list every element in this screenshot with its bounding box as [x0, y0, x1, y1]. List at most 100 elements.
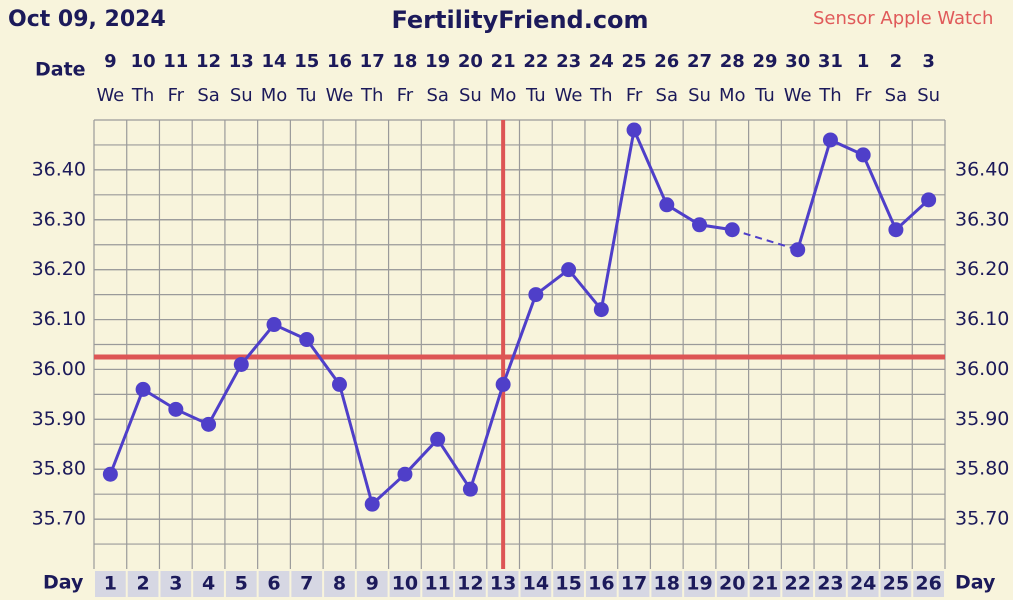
- weekday-label: Fr: [855, 85, 872, 106]
- day-cell: [651, 571, 683, 597]
- date-label: 3: [922, 51, 935, 72]
- day-label: 16: [588, 573, 614, 595]
- temperature-point: [822, 132, 838, 148]
- temperature-point: [692, 217, 708, 233]
- y-tick-label-right: 36.30: [955, 208, 1009, 230]
- day-label: 17: [621, 573, 647, 595]
- y-tick-label: 35.80: [32, 458, 86, 480]
- y-tick-label: 36.00: [32, 358, 86, 380]
- day-label: 11: [424, 573, 450, 595]
- date-label: 22: [523, 51, 548, 72]
- day-label: 7: [300, 573, 313, 595]
- day-cell: [815, 571, 846, 597]
- day-label: 26: [915, 573, 941, 595]
- weekday-label: Mo: [719, 85, 746, 106]
- temperature-point: [593, 302, 609, 318]
- day-cell: [913, 571, 944, 597]
- weekday-label: Tu: [296, 85, 317, 106]
- weekday-label: Su: [917, 85, 940, 106]
- day-label: 3: [169, 573, 182, 595]
- weekday-label: Mo: [490, 85, 517, 106]
- date-label: 10: [131, 51, 156, 72]
- date-label: 9: [104, 51, 117, 72]
- date-label: 20: [458, 51, 483, 72]
- day-label: 5: [235, 573, 248, 595]
- y-tick-label-right: 35.80: [955, 458, 1009, 480]
- weekday-label: Tu: [525, 85, 546, 106]
- temperature-point: [331, 376, 347, 392]
- temperature-point: [528, 287, 544, 303]
- day-cell: [880, 571, 912, 597]
- temperature-point: [397, 466, 413, 482]
- weekday-label: Th: [131, 85, 154, 106]
- day-label: 4: [202, 573, 215, 595]
- day-cell: [684, 571, 715, 597]
- source-label: Sensor Apple Watch: [813, 8, 993, 29]
- temperature-point: [462, 481, 478, 497]
- date-row-label: Date: [35, 59, 86, 81]
- day-label: 20: [719, 573, 745, 595]
- day-row-label: Day: [955, 572, 996, 594]
- temperature-point: [790, 242, 806, 258]
- day-cell: [258, 571, 290, 597]
- day-label: 10: [392, 573, 418, 595]
- day-label: 14: [523, 573, 549, 595]
- weekday-label: Su: [230, 85, 253, 106]
- day-label: 1: [104, 573, 117, 595]
- date-label: 15: [294, 51, 319, 72]
- day-label: 21: [752, 573, 778, 595]
- day-label: 13: [490, 573, 516, 595]
- y-tick-label-right: 35.90: [955, 408, 1009, 430]
- date-label: 11: [163, 51, 188, 72]
- weekday-label: Su: [688, 85, 711, 106]
- date-label: 12: [196, 51, 221, 72]
- day-label: 23: [817, 573, 843, 595]
- y-tick-label-right: 36.10: [955, 308, 1009, 330]
- day-cell: [487, 571, 519, 597]
- weekday-label: Sa: [426, 85, 448, 106]
- day-label: 24: [850, 573, 876, 595]
- day-cell: [455, 571, 486, 597]
- day-label: 19: [686, 573, 712, 595]
- y-tick-label-right: 36.40: [955, 158, 1009, 180]
- day-label: 8: [333, 573, 346, 595]
- day-cell: [95, 571, 126, 597]
- day-cell: [193, 571, 224, 597]
- temperature-point: [430, 431, 446, 447]
- date-label: 27: [687, 51, 712, 72]
- date-label: 29: [752, 51, 777, 72]
- weekday-label: Fr: [168, 85, 185, 106]
- site-title: FertilityFriend.com: [391, 6, 648, 34]
- date-label: 19: [425, 51, 450, 72]
- date-label: 17: [360, 51, 385, 72]
- date-label: 14: [261, 51, 286, 72]
- weekday-label: Th: [589, 85, 612, 106]
- temperature-point: [724, 222, 740, 238]
- weekday-label: We: [96, 85, 124, 106]
- y-tick-label-right: 35.70: [955, 508, 1009, 530]
- day-cell: [585, 571, 617, 597]
- temperature-point: [201, 416, 217, 432]
- day-cell: [324, 571, 355, 597]
- temperature-point: [364, 496, 380, 512]
- date-label: 23: [556, 51, 581, 72]
- day-label: 15: [555, 573, 581, 595]
- day-cell: [160, 571, 192, 597]
- weekday-label: Fr: [397, 85, 414, 106]
- day-cell: [749, 571, 781, 597]
- day-cell: [618, 571, 650, 597]
- temperature-point: [299, 332, 315, 348]
- y-tick-label-right: 36.00: [955, 358, 1009, 380]
- y-tick-label: 36.20: [32, 258, 86, 280]
- weekday-label: Tu: [754, 85, 775, 106]
- weekday-label: Su: [459, 85, 482, 106]
- day-label: 2: [136, 573, 149, 595]
- day-cell: [389, 571, 421, 597]
- day-cell: [553, 571, 584, 597]
- weekday-label: Th: [818, 85, 841, 106]
- temperature-point: [495, 376, 511, 392]
- date-label: 26: [654, 51, 679, 72]
- date-label: 18: [392, 51, 417, 72]
- day-cell: [225, 571, 257, 597]
- chart-date: Oct 09, 2024: [8, 7, 166, 32]
